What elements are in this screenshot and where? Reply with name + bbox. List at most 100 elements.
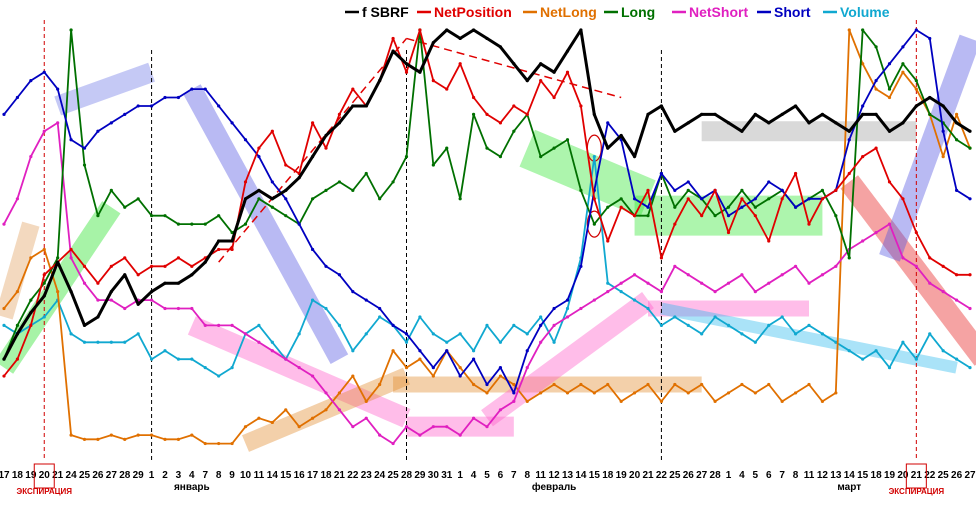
point-sbrf: [471, 28, 476, 32]
point-netlong: [565, 391, 570, 395]
point-sbrf: [861, 112, 865, 116]
point-netshort: [257, 340, 261, 344]
x-tick-label: 21: [52, 470, 64, 481]
point-short: [901, 45, 905, 49]
point-sbrf: [512, 62, 516, 66]
point-netlong: [753, 391, 757, 395]
point-netshort: [404, 425, 409, 429]
point-net: [539, 79, 543, 83]
point-long: [458, 197, 462, 201]
point-volume: [257, 323, 261, 327]
point-sbrf: [42, 294, 46, 298]
point-short: [458, 374, 462, 378]
trend-band: [879, 34, 976, 262]
point-sbrf: [914, 104, 918, 108]
point-netshort: [767, 281, 771, 285]
point-net: [847, 171, 851, 176]
point-short: [69, 138, 73, 142]
point-sbrf: [941, 104, 945, 108]
point-long: [217, 214, 221, 218]
point-net: [109, 264, 113, 268]
x-tick-label: 25: [938, 470, 950, 481]
point-netlong: [109, 433, 113, 437]
point-net: [485, 112, 489, 116]
point-netlong: [136, 433, 140, 437]
point-net: [861, 155, 865, 159]
trend-band: [0, 201, 121, 374]
point-netlong: [834, 391, 838, 395]
point-netshort: [471, 416, 476, 420]
point-netlong: [793, 391, 798, 395]
point-long: [887, 87, 892, 91]
point-sbrf: [163, 281, 167, 285]
point-sbrf: [310, 155, 315, 159]
x-tick-label: 31: [441, 470, 453, 481]
point-short: [15, 95, 20, 100]
point-short: [351, 290, 355, 294]
point-sbrf: [230, 239, 234, 243]
point-volume: [337, 323, 342, 327]
point-netshort: [914, 264, 918, 268]
point-sbrf: [15, 332, 20, 336]
x-tick-label: 19: [616, 470, 628, 481]
point-sbrf: [257, 188, 261, 192]
point-long: [485, 146, 489, 150]
x-tick-label: 12: [817, 470, 829, 481]
point-short: [606, 121, 610, 125]
trend-band: [481, 292, 654, 427]
trend-band: [660, 302, 958, 374]
point-sbrf: [646, 112, 650, 116]
point-sbrf: [243, 197, 248, 201]
point-long: [834, 214, 838, 218]
point-long: [565, 138, 570, 142]
point-long: [391, 180, 395, 184]
point-netlong: [176, 437, 181, 441]
point-net: [753, 214, 757, 218]
x-tick-label: 7: [511, 470, 517, 481]
x-tick-label: 22: [656, 470, 668, 481]
point-short: [525, 349, 529, 353]
point-sbrf: [190, 273, 194, 277]
point-short: [941, 129, 945, 133]
point-long: [136, 197, 140, 201]
point-short: [471, 357, 476, 361]
point-volume: [606, 281, 610, 285]
point-net: [713, 188, 717, 192]
point-long: [190, 222, 194, 226]
point-long: [337, 180, 342, 184]
point-net: [351, 87, 355, 91]
point-netshort: [592, 298, 596, 302]
point-sbrf: [391, 49, 395, 53]
point-short: [686, 180, 690, 184]
point-netlong: [391, 349, 395, 353]
point-short: [753, 197, 757, 201]
point-sbrf: [592, 112, 596, 116]
point-volume: [163, 349, 167, 353]
point-sbrf: [337, 121, 342, 125]
point-long: [901, 62, 905, 66]
point-netshort: [270, 349, 274, 353]
x-tick-label: 14: [844, 470, 856, 481]
x-tick-label: 20: [897, 470, 909, 481]
x-tick-label: 19: [25, 470, 37, 481]
point-volume: [928, 332, 932, 336]
point-net: [69, 247, 73, 252]
point-sbrf: [458, 36, 462, 41]
trend-dash: [406, 37, 622, 99]
point-netlong: [807, 382, 811, 387]
point-netlong: [243, 425, 248, 429]
point-volume: [324, 306, 328, 311]
point-net: [243, 180, 248, 184]
point-sbrf: [793, 104, 798, 108]
point-long: [109, 188, 113, 192]
x-tick-label: 8: [216, 470, 222, 481]
point-sbrf: [659, 104, 664, 108]
point-netshort: [565, 315, 570, 319]
point-netshort: [941, 290, 945, 294]
expiration-box: [905, 463, 927, 489]
x-tick-label: 19: [884, 470, 896, 481]
point-volume: [431, 332, 435, 336]
point-long: [243, 222, 248, 226]
point-volume: [310, 298, 315, 302]
